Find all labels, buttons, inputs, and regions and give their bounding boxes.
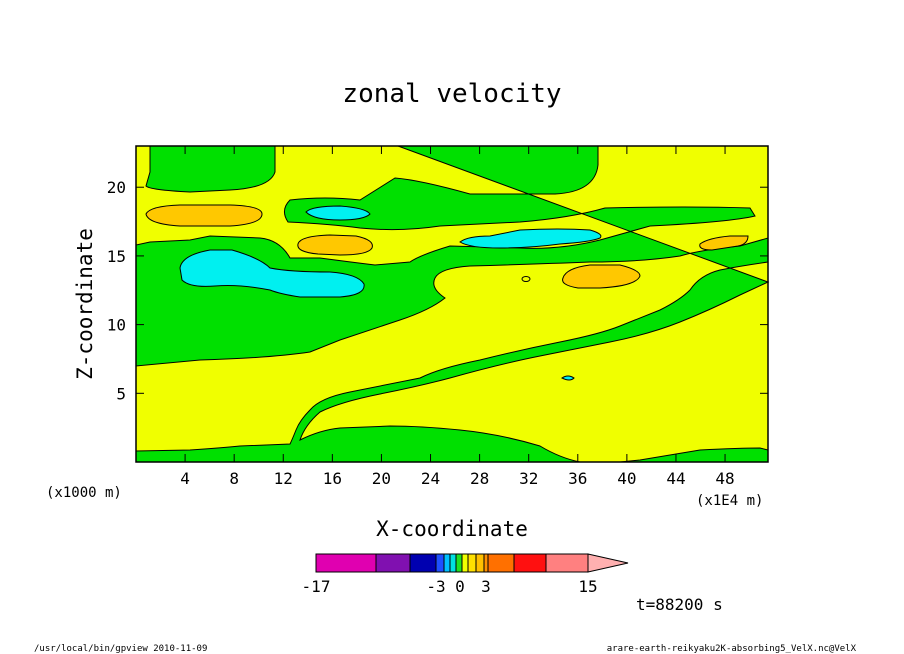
y-axis-ticks: 5 10 15 20 bbox=[107, 178, 768, 403]
x-tick-label: 24 bbox=[421, 469, 440, 488]
cb-seg-4 bbox=[435, 553, 445, 573]
x-tick-label: 28 bbox=[470, 469, 489, 488]
x-tick-label: 48 bbox=[715, 469, 734, 488]
cb-seg-9 bbox=[467, 553, 477, 573]
cb-label-min: -17 bbox=[302, 577, 331, 596]
cb-label-zero: 0 bbox=[455, 577, 465, 596]
cb-seg-2 bbox=[375, 553, 411, 573]
footer-right: arare-earth-reikyaku2K-absorbing5_VelX.n… bbox=[607, 644, 857, 654]
region-orange-3 bbox=[562, 264, 641, 289]
x-tick-label: 8 bbox=[229, 469, 239, 488]
cb-label-pos3: 3 bbox=[481, 577, 491, 596]
region-cyan-3 bbox=[459, 228, 602, 249]
region-green-top-right bbox=[135, 145, 770, 463]
region-orange-2 bbox=[297, 234, 373, 256]
x-tick-label: 4 bbox=[180, 469, 190, 488]
x-tick-label: 40 bbox=[617, 469, 636, 488]
x-tick-label: 36 bbox=[568, 469, 587, 488]
cb-seg-12 bbox=[487, 553, 515, 573]
x-tick-label: 32 bbox=[519, 469, 538, 488]
region-green-top-left bbox=[145, 145, 276, 193]
cb-seg-5 bbox=[443, 553, 451, 573]
cb-seg-1 bbox=[315, 553, 377, 573]
y-tick-label: 5 bbox=[116, 384, 126, 403]
x-axis-ticks: 4 8 12 16 20 24 28 32 36 40 44 48 bbox=[180, 146, 735, 488]
region-orange-4 bbox=[699, 235, 749, 251]
y-tick-label: 15 bbox=[107, 247, 126, 266]
cyan-regions bbox=[179, 205, 602, 381]
cb-label-neg3: -3 bbox=[426, 577, 445, 596]
y-tick-label: 10 bbox=[107, 316, 126, 335]
cb-label-max: 15 bbox=[578, 577, 597, 596]
contour-small-loop bbox=[521, 276, 531, 282]
colorbar: -17 -3 0 3 15 bbox=[302, 553, 629, 596]
region-cyan-4 bbox=[561, 375, 575, 381]
cb-seg-7 bbox=[455, 553, 463, 573]
green-regions bbox=[135, 145, 770, 463]
plot-frame bbox=[135, 145, 769, 463]
time-label: t=88200 s bbox=[636, 595, 723, 614]
cb-seg-11 bbox=[483, 553, 489, 573]
y-unit-note: (x1000 m) bbox=[46, 485, 122, 501]
y-tick-label: 20 bbox=[107, 178, 126, 197]
x-unit-note: (x1E4 m) bbox=[696, 493, 763, 509]
x-tick-label: 20 bbox=[372, 469, 391, 488]
x-tick-label: 16 bbox=[323, 469, 342, 488]
footer-left: /usr/local/bin/gpview 2010-11-09 bbox=[34, 644, 207, 654]
cb-seg-6 bbox=[449, 553, 457, 573]
x-tick-label: 44 bbox=[666, 469, 685, 488]
x-tick-label: 12 bbox=[274, 469, 293, 488]
cb-seg-10 bbox=[475, 553, 485, 573]
orange-regions bbox=[145, 204, 749, 289]
cb-seg-3 bbox=[409, 553, 437, 573]
cb-arrow bbox=[587, 553, 629, 573]
region-orange-1 bbox=[145, 204, 263, 227]
cb-seg-13 bbox=[513, 553, 547, 573]
chart-title: zonal velocity bbox=[342, 79, 561, 109]
y-axis-label: Z-coordinate bbox=[73, 228, 97, 380]
cb-seg-14 bbox=[545, 553, 589, 573]
x-axis-label: X-coordinate bbox=[376, 517, 528, 541]
region-cyan-2 bbox=[305, 205, 371, 221]
cb-seg-8 bbox=[461, 553, 469, 573]
region-cyan-1 bbox=[179, 249, 365, 298]
